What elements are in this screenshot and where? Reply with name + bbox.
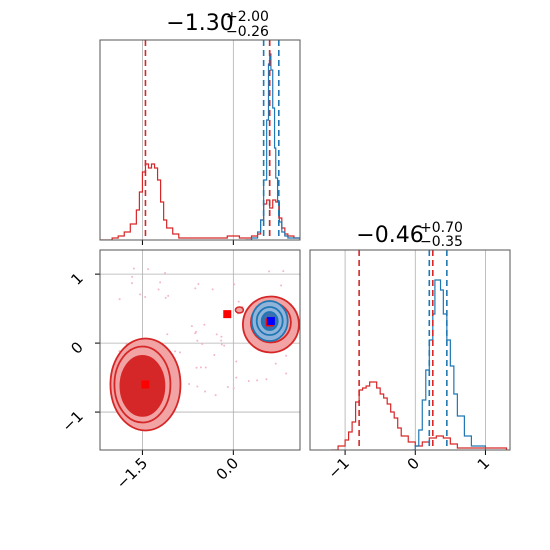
joint-scatter-point bbox=[196, 385, 199, 388]
joint-scatter-point bbox=[214, 394, 217, 397]
joint-scatter-point bbox=[178, 351, 181, 354]
joint-scatter-point bbox=[159, 281, 162, 284]
title-param1-sub: −0.26 bbox=[226, 24, 269, 40]
joint-contour-red-mid-mode1 bbox=[113, 345, 172, 424]
panel-marginal-param1 bbox=[99, 39, 301, 245]
joint-scatter-point bbox=[235, 360, 238, 363]
joint-marker-marker_blue-3 bbox=[266, 317, 275, 326]
right-x-tick-label-2: 1 bbox=[474, 454, 493, 473]
panel-marginal-param2: −1 0 1 bbox=[309, 249, 511, 482]
joint-scatter-point bbox=[203, 323, 206, 326]
joint-scatter-point bbox=[118, 298, 121, 301]
joint-scatter-point bbox=[195, 366, 198, 369]
joint-scatter-point bbox=[157, 288, 160, 291]
right-frame bbox=[309, 249, 511, 451]
joint-scatter-point bbox=[132, 267, 135, 270]
panel-joint: −1.5 0.0 −1 0 1 bbox=[58, 249, 301, 493]
joint-scatter-point bbox=[220, 335, 223, 338]
right-histogram-blue bbox=[411, 279, 487, 450]
joint-scatter-point bbox=[285, 354, 288, 357]
joint-scatter-point bbox=[274, 362, 277, 365]
top-frame bbox=[99, 39, 301, 241]
title-param2-sup: +0.70 bbox=[420, 220, 463, 236]
joint-scatter-point bbox=[166, 333, 169, 336]
joint-scatter-point bbox=[197, 282, 200, 285]
joint-scatter-point bbox=[220, 343, 223, 346]
joint-y-tick-label-2: 1 bbox=[67, 269, 86, 288]
joint-scatter-point bbox=[139, 293, 142, 296]
title-param2-main: −0.46 bbox=[356, 223, 423, 248]
joint-scatter-point bbox=[131, 275, 134, 278]
joint-scatter-point bbox=[204, 390, 207, 393]
joint-scatter-point bbox=[174, 350, 177, 353]
title-param2: −0.46 bbox=[356, 223, 423, 248]
joint-scatter-point bbox=[196, 339, 199, 342]
joint-scatter-point bbox=[167, 294, 170, 297]
right-plot-area bbox=[331, 250, 508, 450]
joint-scatter-point bbox=[268, 270, 271, 273]
joint-y-tick-label-1: 0 bbox=[67, 338, 86, 357]
top-plot-area bbox=[100, 40, 300, 240]
joint-scatter-point bbox=[220, 339, 223, 342]
joint-plot-area bbox=[109, 267, 300, 432]
joint-scatter-point bbox=[232, 387, 235, 390]
joint-scatter-point bbox=[285, 372, 288, 375]
right-histogram-red bbox=[331, 381, 508, 450]
joint-scatter-point bbox=[211, 288, 214, 291]
joint-scatter-point bbox=[280, 284, 283, 287]
joint-scatter-point bbox=[194, 332, 197, 335]
joint-y-tick-label-0: −1 bbox=[58, 407, 86, 435]
joint-scatter-point bbox=[226, 385, 229, 388]
joint-scatter-point bbox=[144, 296, 147, 299]
joint-scatter-point bbox=[199, 366, 202, 369]
joint-scatter-point bbox=[164, 296, 167, 299]
title-param2-sub: −0.35 bbox=[420, 234, 463, 250]
joint-frame bbox=[99, 249, 301, 451]
joint-marker-marker_red-0 bbox=[141, 380, 150, 389]
joint-scatter-point bbox=[164, 271, 167, 274]
joint-scatter-point bbox=[265, 378, 268, 381]
title-param1-sup: +2.00 bbox=[226, 9, 269, 25]
joint-x-tick-label-1: 0.0 bbox=[213, 454, 243, 484]
right-x-tick-label-0: −1 bbox=[325, 454, 353, 482]
joint-scatter-point bbox=[215, 333, 218, 336]
joint-scatter-point bbox=[201, 342, 204, 345]
title-param1-main: −1.30 bbox=[166, 11, 233, 36]
joint-scatter-point bbox=[235, 376, 238, 379]
joint-scatter-point bbox=[282, 270, 285, 273]
joint-scatter-point bbox=[204, 366, 207, 369]
joint-scatter-point bbox=[194, 287, 197, 290]
joint-x-tick-label-0: −1.5 bbox=[113, 454, 151, 492]
joint-scatter-point bbox=[190, 325, 193, 328]
joint-contour-red-island bbox=[234, 306, 245, 314]
joint-scatter-point bbox=[233, 283, 236, 286]
top-histogram-blue bbox=[245, 53, 300, 240]
joint-contour-blue-mid bbox=[255, 306, 284, 336]
joint-scatter-point bbox=[247, 380, 250, 383]
joint-marker-marker_red-1 bbox=[223, 310, 232, 319]
right-x-tick-label-1: 0 bbox=[404, 454, 423, 473]
joint-scatter-point bbox=[188, 382, 191, 385]
joint-scatter-point bbox=[256, 379, 259, 382]
joint-scatter-point bbox=[130, 282, 133, 285]
joint-scatter-point bbox=[237, 300, 240, 303]
joint-scatter-point bbox=[223, 344, 226, 347]
joint-scatter-point bbox=[147, 268, 150, 271]
title-param1: −1.30 bbox=[166, 11, 233, 36]
joint-scatter-point bbox=[213, 353, 216, 356]
